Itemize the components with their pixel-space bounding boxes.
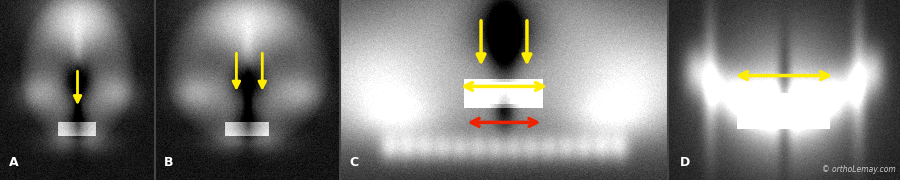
Text: © orthoLemay.com: © orthoLemay.com	[823, 165, 896, 174]
Text: C: C	[350, 156, 359, 169]
Text: D: D	[680, 156, 690, 169]
Text: B: B	[164, 156, 174, 169]
Text: A: A	[9, 156, 19, 169]
